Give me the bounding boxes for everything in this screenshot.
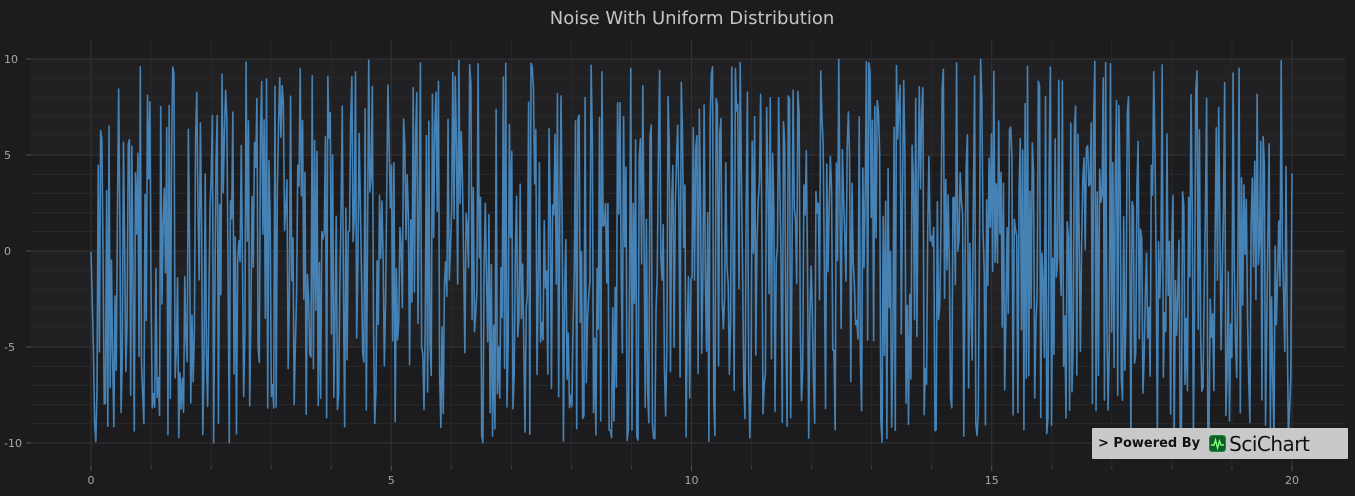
x-tick-label: 0 [88, 474, 95, 487]
watermark-prefix: > Powered By [1098, 436, 1201, 451]
series-line [90, 58, 1293, 444]
plot-band [31, 59, 1345, 155]
scichart-logo-icon [1209, 435, 1227, 452]
y-axis: 10 5 0 -5 -10 [4, 53, 31, 450]
y-tick-label: 0 [4, 245, 11, 258]
x-tick-label: 20 [1285, 474, 1299, 487]
x-tick-label: 5 [388, 474, 395, 487]
series-layer [90, 58, 1293, 444]
y-tick-label: 5 [4, 149, 11, 162]
watermark-brand: SciChart [1229, 431, 1310, 456]
x-tick-label: 10 [685, 474, 699, 487]
y-tick-label: 10 [4, 53, 18, 66]
x-tick-label: 15 [985, 474, 999, 487]
x-axis: 0 5 10 15 20 [88, 466, 1299, 487]
y-tick-label: -10 [4, 437, 22, 450]
y-tick-label: -5 [4, 341, 15, 354]
chart-title: Noise With Uniform Distribution [550, 8, 835, 29]
scichart-watermark[interactable]: > Powered By SciChart [1092, 428, 1348, 459]
